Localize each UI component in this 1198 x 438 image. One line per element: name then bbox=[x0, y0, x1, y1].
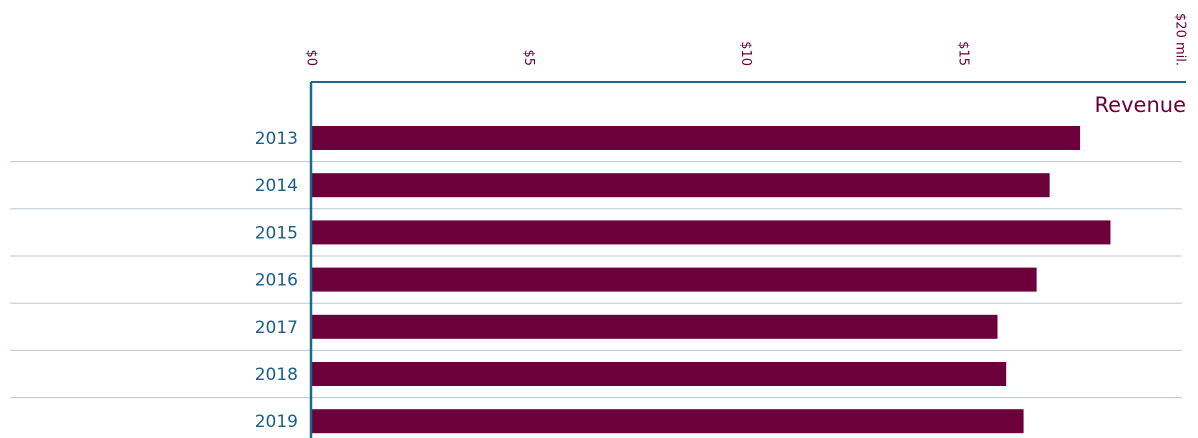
x-tick-label: $20 mil. bbox=[1173, 13, 1188, 66]
bar bbox=[311, 314, 998, 339]
bar bbox=[311, 409, 1024, 434]
y-tick-label: 2018 bbox=[255, 365, 298, 385]
y-tick-label: 2016 bbox=[255, 271, 298, 291]
y-tick-label: 2015 bbox=[255, 223, 298, 243]
legend-label: Revenue bbox=[1095, 93, 1186, 117]
x-tick-label: $15 bbox=[955, 41, 970, 66]
y-tick-label: 2013 bbox=[255, 129, 298, 149]
x-tick-label: $10 bbox=[738, 41, 753, 66]
x-tick-label: $5 bbox=[521, 49, 536, 66]
bar bbox=[311, 220, 1111, 245]
y-tick-label: 2019 bbox=[255, 412, 298, 432]
bar bbox=[311, 173, 1050, 198]
bar bbox=[311, 126, 1081, 150]
y-tick-label: 2014 bbox=[255, 176, 298, 196]
bar bbox=[311, 362, 1007, 386]
x-tick-label: $0 bbox=[304, 49, 319, 66]
bar bbox=[311, 267, 1037, 292]
y-tick-label: 2017 bbox=[255, 318, 298, 338]
